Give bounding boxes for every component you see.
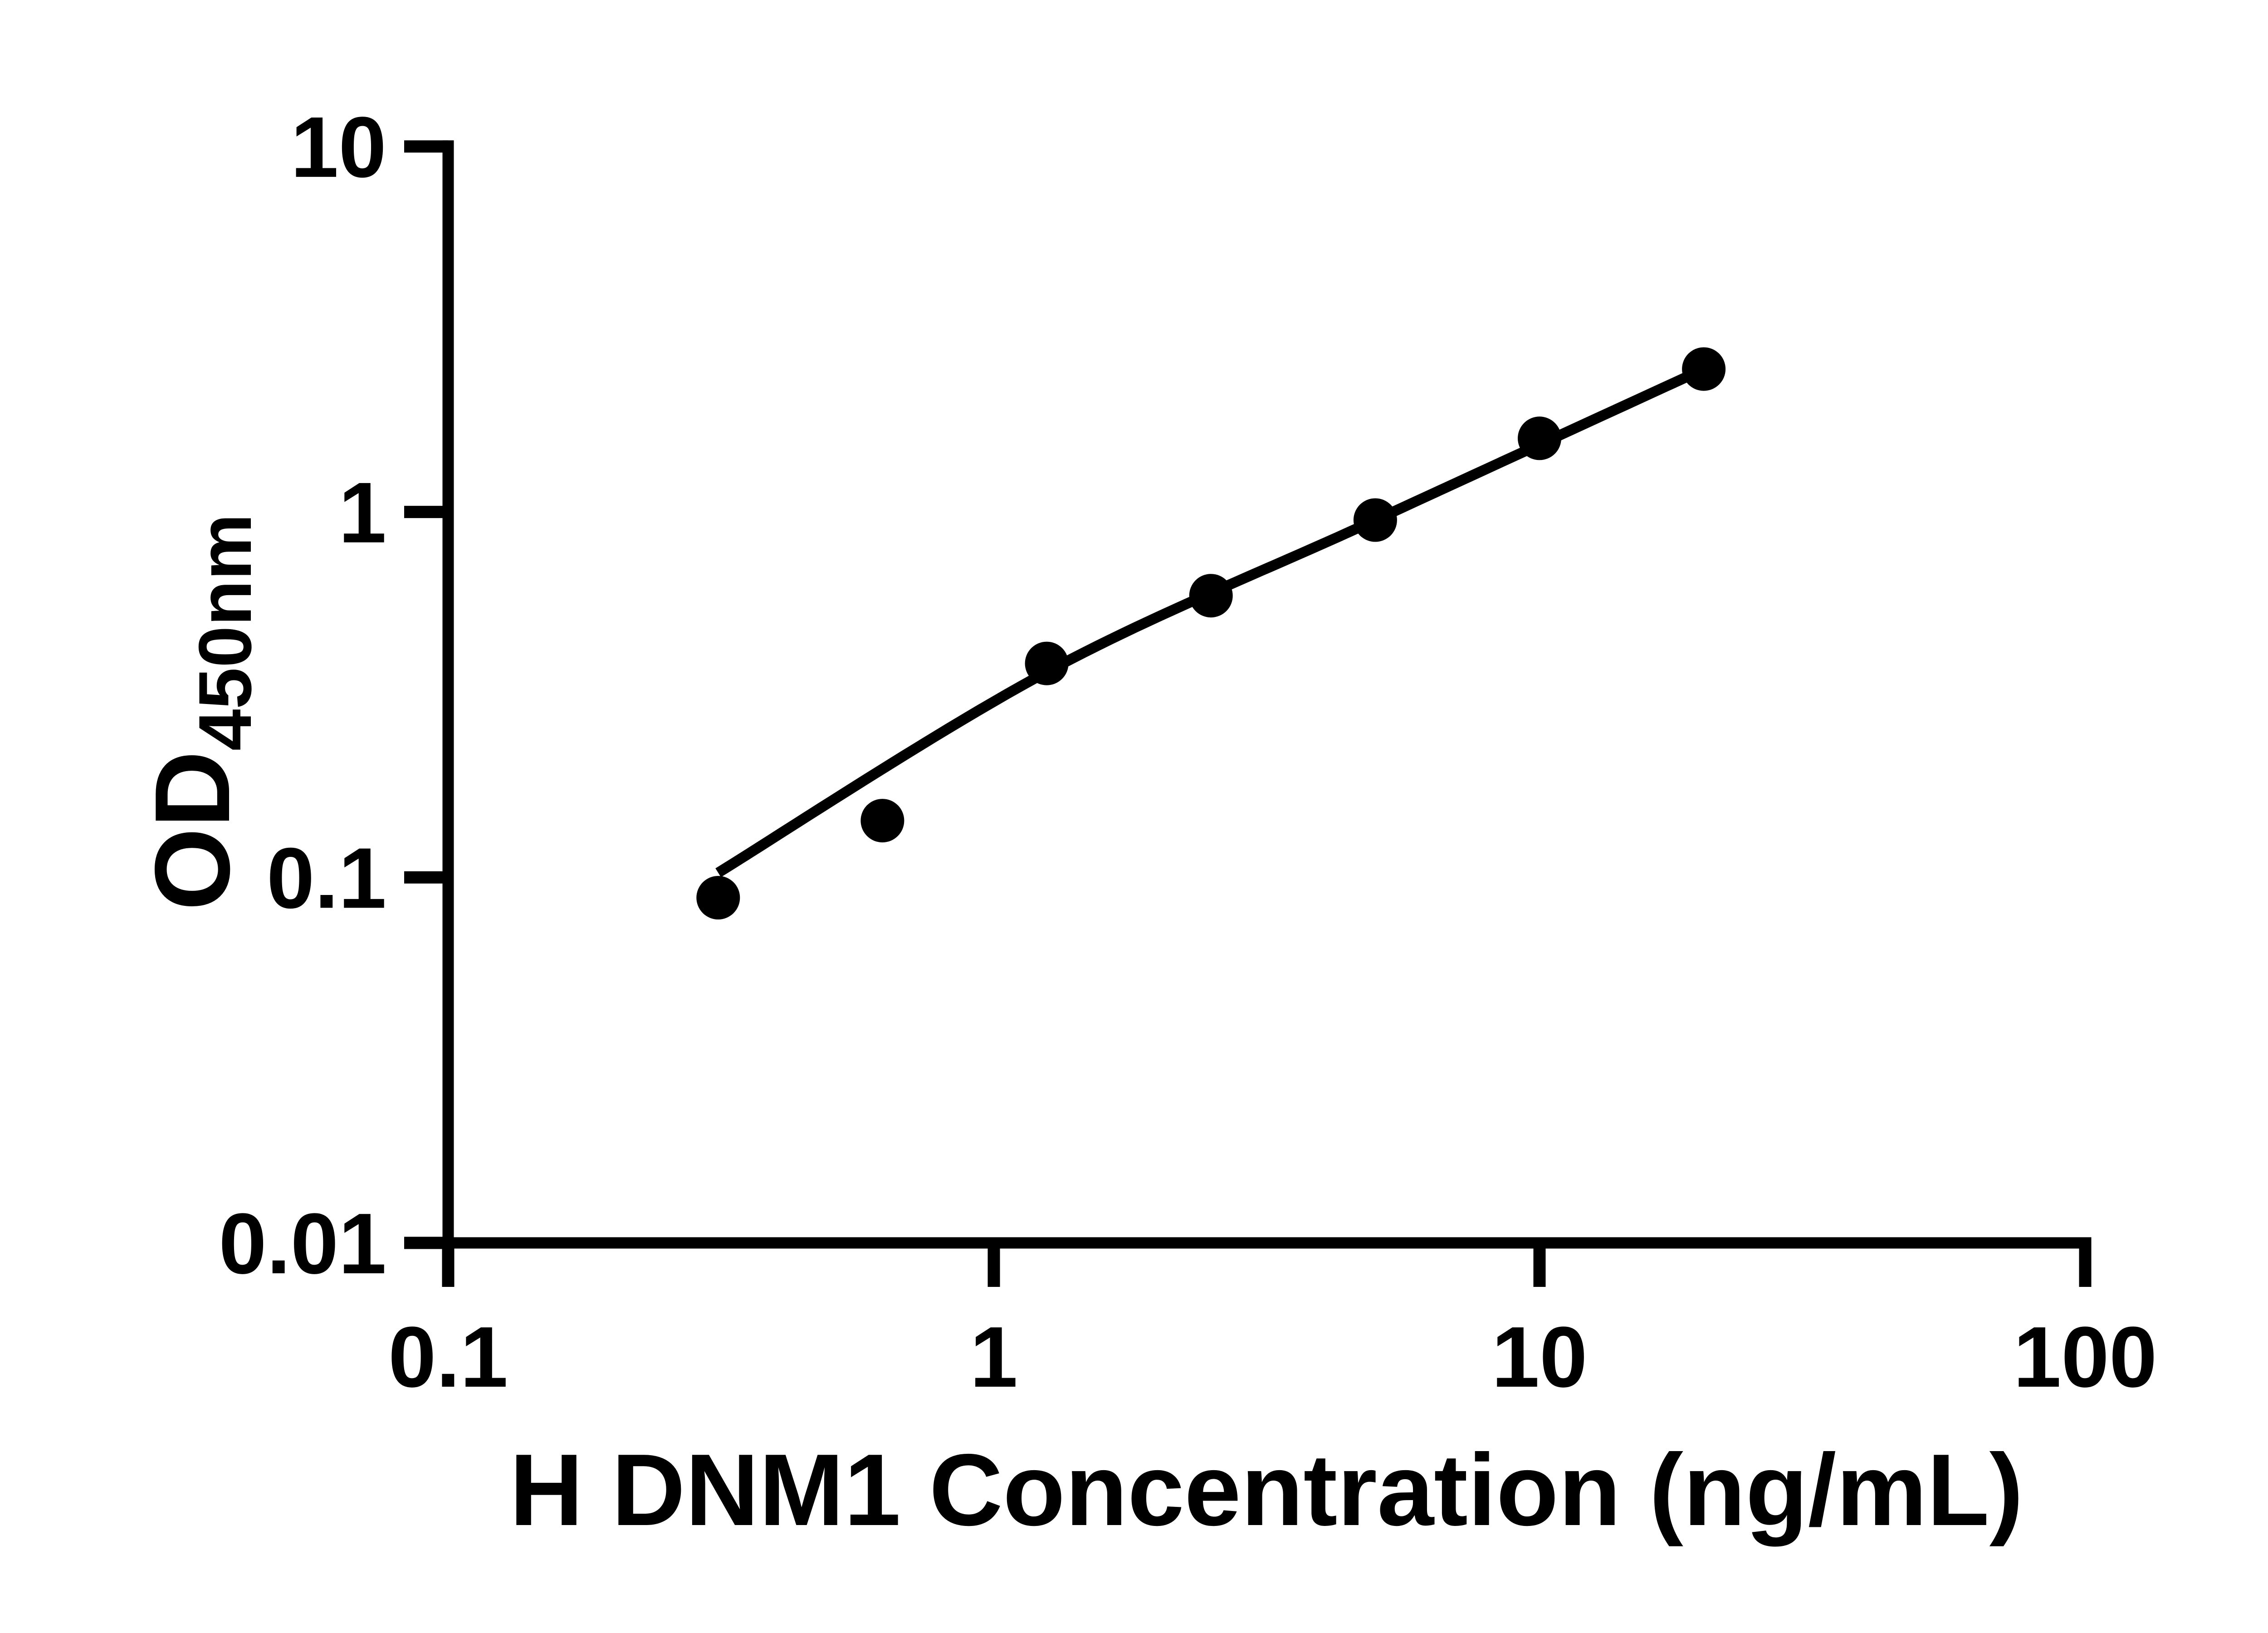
- y-tick-label: 0.1: [267, 830, 386, 926]
- x-tick-label: 10: [1491, 1309, 1587, 1405]
- y-axis-title-main: OD: [132, 751, 252, 911]
- x-axis-title: H DNM1 Concentration (ng/mL): [509, 1433, 2023, 1547]
- data-point: [1353, 498, 1397, 542]
- data-layer: [696, 347, 1726, 919]
- y-axis-title: OD450nm: [132, 513, 267, 910]
- y-tick-label: 10: [291, 99, 386, 196]
- data-point: [696, 876, 740, 919]
- data-point: [860, 799, 904, 843]
- data-point: [1025, 641, 1069, 685]
- y-axis-title-sub: 450nm: [183, 513, 267, 751]
- x-tick-label: 1: [970, 1309, 1018, 1405]
- y-tick-label: 1: [338, 465, 386, 561]
- data-point: [1682, 347, 1726, 391]
- y-tick-label: 0.01: [219, 1196, 386, 1292]
- data-point: [1518, 416, 1561, 460]
- x-tick-label: 100: [2013, 1309, 2157, 1405]
- data-point: [1189, 574, 1233, 618]
- x-tick-label: 0.1: [388, 1309, 508, 1405]
